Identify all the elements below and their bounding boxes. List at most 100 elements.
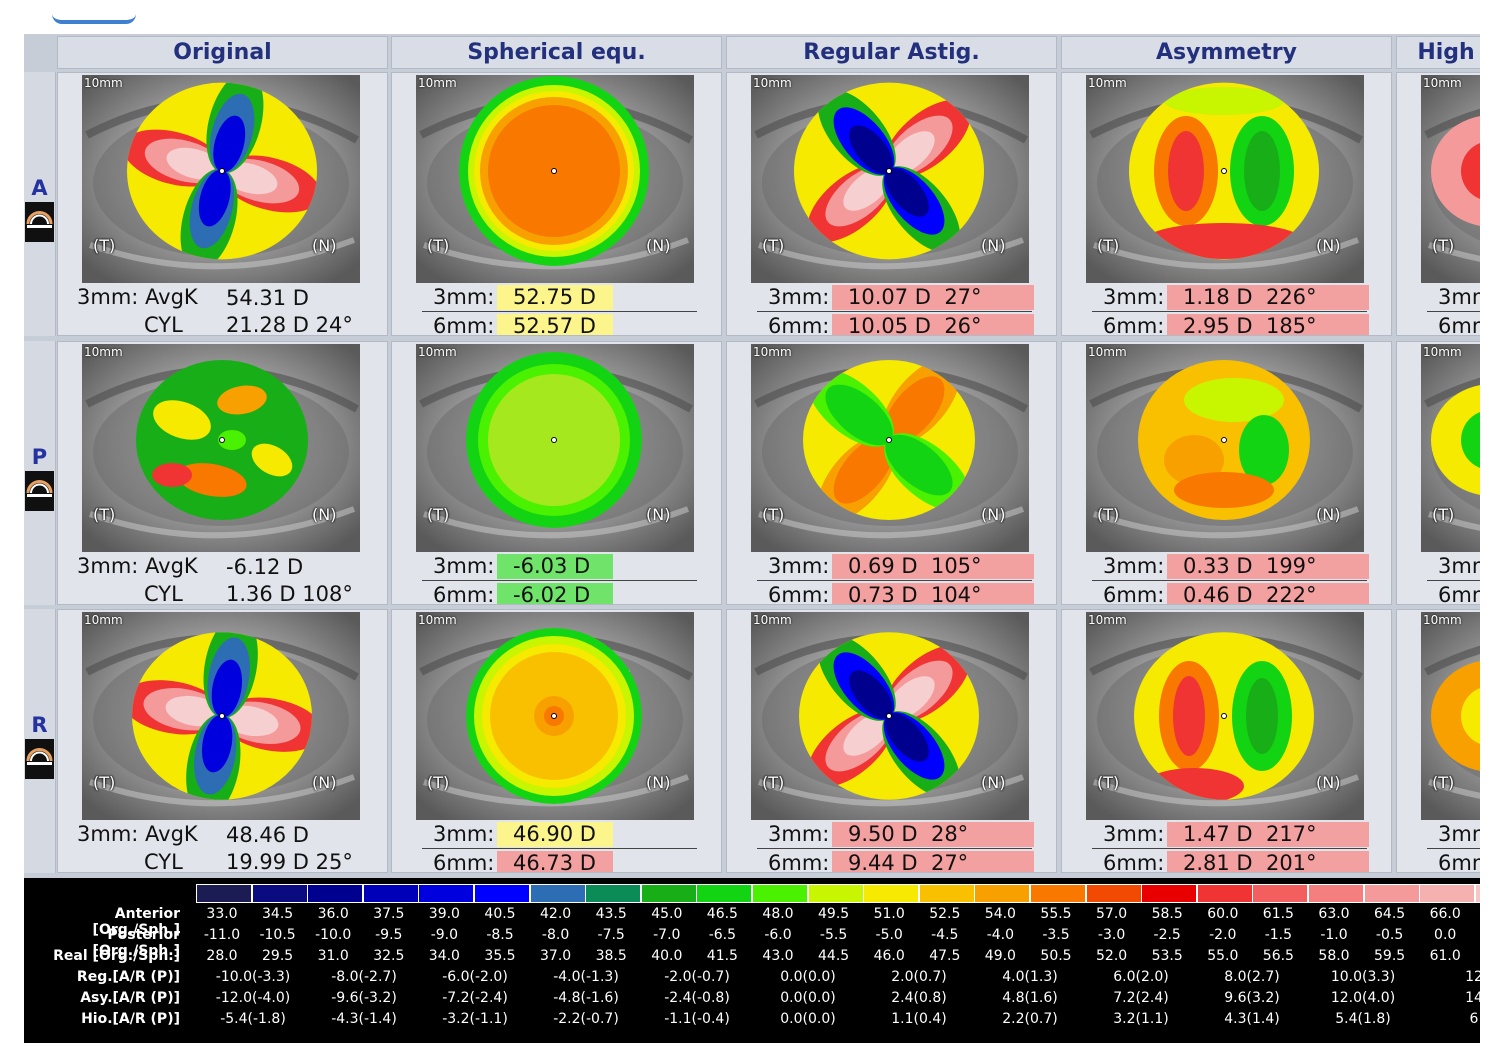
avgk-value: 54.31 D [226,286,309,310]
column-header-high[interactable]: High [1396,36,1480,69]
value-3mm: 1.18 D 226° [1167,285,1369,310]
scale-label: 10mm [1088,345,1127,359]
legend-value: -2.4(-0.8) [664,990,730,1006]
topography-map[interactable]: 10mm (T) (N) [416,75,694,283]
topography-map[interactable]: 10mm (T) (N) [416,344,694,552]
scale-label: 10mm [1423,345,1462,359]
topography-map[interactable]: 10mm (T) (N) [82,612,360,820]
topography-map[interactable]: 10mm (T) [1421,612,1480,820]
cell-spherical-a[interactable]: 10mm (T) (N) 3mm: 6mm: 52.75 D 52.57 D [391,72,722,336]
real-power-icon[interactable] [25,739,54,779]
legend-value: -4.8(-1.6) [553,990,619,1006]
column-header-asymmetry[interactable]: Asymmetry [1061,36,1392,69]
posterior-surface-icon[interactable] [25,471,54,511]
temporal-label: (T) [1097,236,1120,255]
legend-value: -10.0 [315,927,352,943]
legend-row: Hio.[A/R (P)] -5.4(-1.8) -4.3(-1.4) -3.2(-1… [24,1011,1480,1032]
scale-label: 10mm [418,76,457,90]
value-3mm: 46.90 D [497,822,613,847]
temporal-label: (T) [762,236,785,255]
temporal-label: (T) [427,505,450,524]
nasal-label: (N) [1316,505,1341,524]
cell-asymmetry-a[interactable]: 10mm (T) (N) 3mm: 6mm: 1.18 D 226° 2.95 D 185° [1061,72,1392,336]
row-6mm-label: 6mm: [768,851,830,873]
row-letter[interactable]: A [31,176,48,200]
anterior-surface-icon[interactable] [25,202,54,242]
scale-label: 10mm [753,613,792,627]
legend-value: 54.0 [984,906,1016,922]
topography-map[interactable]: 10mm (T) (N) [751,75,1029,283]
legend-value: 51.0 [873,906,905,922]
legend-value: 56.5 [1262,948,1294,964]
legend-value: -4.3(-1.4) [331,1011,397,1027]
legend-value: 57.0 [1096,906,1128,922]
cell-regular-r[interactable]: 10mm (T) (N) 3mm: 6mm: 9.50 D 28° 9.44 D 27° [726,609,1057,873]
topography-map[interactable]: 10mm (T) (N) [82,75,360,283]
nasal-label: (N) [1316,773,1341,792]
row-letter[interactable]: P [31,445,48,469]
row-3mm-label: 3mm: [1103,285,1165,309]
temporal-label: (T) [1432,505,1455,524]
row-6mm-label: 6mm [1438,851,1480,873]
value-3mm: 0.69 D 105° [832,554,1034,579]
color-scale-legend: Anterior [Org./Sph.] 33.0 34.5 36.0 37.5 39.0… [24,878,1480,1043]
avgk-value: -6.12 D [226,555,304,579]
row-letter[interactable]: R [31,713,48,737]
topography-map[interactable]: 10mm (T) [1421,75,1480,283]
nasal-label: (N) [981,505,1006,524]
legend-value: 34.5 [262,906,294,922]
topography-map[interactable]: 10mm (T) (N) [416,612,694,820]
legend-row: Real [Org./Sph.] 28.0 29.5 31.0 32.5 34.0 35.5… [24,948,1480,969]
legend-value: 28.0 [206,948,238,964]
legend-value: 10.0(3.3) [1330,969,1396,985]
row-6mm-label: 6mm: [433,583,495,605]
legend-value: 39.0 [428,906,460,922]
legend-row-name: Asy.[A/R (P)] [80,990,180,1006]
row-6mm-label: 6mm: [1103,851,1165,873]
legend-value: -6.0 [764,927,792,943]
temporal-label: (T) [427,236,450,255]
legend-row-name: Anterior [Org./Sph.] [92,906,180,938]
cell-high-r[interactable]: 10mm (T) 3mm 6mm [1396,609,1480,873]
legend-value: 52.0 [1096,948,1128,964]
cell-high-a[interactable]: 10mm (T) 3mm 6mm [1396,72,1480,336]
topography-map[interactable]: 10mm (T) (N) [1086,344,1364,552]
temporal-label: (T) [762,773,785,792]
legend-value: -5.0 [875,927,903,943]
cell-spherical-r[interactable]: 10mm (T) (N) 3mm: 6mm: 46.90 D 46.73 D [391,609,722,873]
value-3mm: 10.07 D 27° [832,285,1034,310]
column-header-regular[interactable]: Regular Astig. [726,36,1057,69]
cell-regular-a[interactable]: 10mm (T) (N) 3mm: 6mm: 10.07 D 27° 10.05 D 26° [726,72,1057,336]
legend-value: 12 [1465,969,1480,985]
cell-original-r[interactable]: 10mm (T) (N) 3mm: AvgK 48.46 D CYL 19.99 D 25° [57,609,388,873]
cell-asymmetry-r[interactable]: 10mm (T) (N) 3mm: 6mm: 1.47 D 217° 2.81 D 201° [1061,609,1392,873]
color-swatch [585,884,642,903]
cell-asymmetry-p[interactable]: 10mm (T) (N) 3mm: 6mm: 0.33 D 199° 0.46 D 222° [1061,341,1392,605]
legend-value: 0.0 [1434,927,1457,943]
separator-line [1427,580,1480,581]
legend-value: -9.5 [375,927,403,943]
separator-line [757,311,1032,312]
legend-value: 3.2(1.1) [1113,1011,1169,1027]
legend-value: -1.0 [1320,927,1348,943]
topography-map[interactable]: 10mm (T) [1421,344,1480,552]
topography-map[interactable]: 10mm (T) (N) [751,612,1029,820]
column-header-spherical[interactable]: Spherical equ. [391,36,722,69]
topography-map[interactable]: 10mm (T) (N) [751,344,1029,552]
topography-map[interactable]: 10mm (T) (N) [1086,612,1364,820]
cell-high-p[interactable]: 10mm (T) 3mm 6mm [1396,341,1480,605]
cyl-value: 19.99 D 25° [226,850,353,873]
cell-original-a[interactable]: 10mm (T) (N) 3mm: AvgK 54.31 D CYL 21.28 D 24° [57,72,388,336]
column-header-original[interactable]: Original [57,36,388,69]
legend-value: 63.0 [1318,906,1350,922]
legend-value: -7.2(-2.4) [442,990,508,1006]
cell-spherical-p[interactable]: 10mm (T) (N) 3mm: 6mm: -6.03 D -6.02 D [391,341,722,605]
topography-map[interactable]: 10mm (T) (N) [82,344,360,552]
cell-original-p[interactable]: 10mm (T) (N) 3mm: AvgK -6.12 D CYL 1.36 D 108° [57,341,388,605]
topography-map[interactable]: 10mm (T) (N) [1086,75,1364,283]
legend-value: -9.0 [430,927,459,943]
cell-regular-p[interactable]: 10mm (T) (N) 3mm: 6mm: 0.69 D 105° 0.73 D 104° [726,341,1057,605]
legend-value: 5.4(1.8) [1335,1011,1391,1027]
legend-value: 53.5 [1151,948,1183,964]
active-tab-indicator[interactable] [52,0,136,24]
